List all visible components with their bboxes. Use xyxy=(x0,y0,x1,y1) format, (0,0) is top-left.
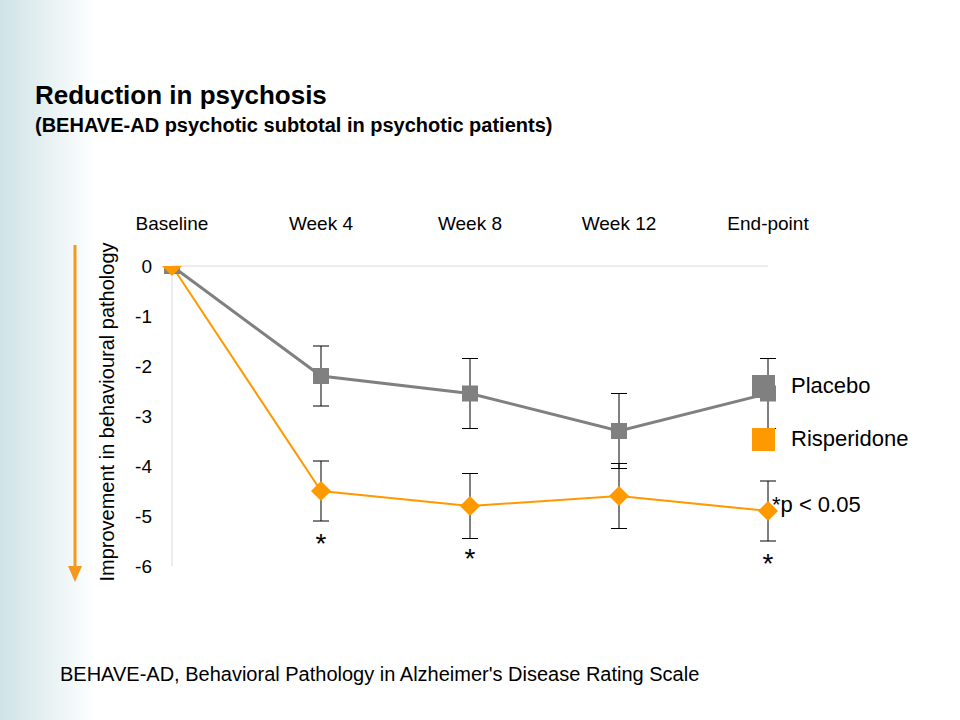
svg-text:Week 12: Week 12 xyxy=(582,213,657,234)
html-text:(BEHAVE-AD psychotic subtotal: (BEHAVE-AD psychotic subtotal in psychot… xyxy=(35,114,553,136)
svg-text:*: * xyxy=(763,548,774,579)
svg-text:-3: -3 xyxy=(135,406,152,427)
svg-text:-1: -1 xyxy=(135,306,152,327)
svg-text:0: 0 xyxy=(141,256,152,277)
svg-text:-4: -4 xyxy=(135,456,152,477)
svg-text:Baseline: Baseline xyxy=(136,213,209,234)
html-text:BEHAVE-AD, Behavioral Patholog: BEHAVE-AD, Behavioral Pathology in Alzhe… xyxy=(60,663,700,685)
html-text:Placebo: Placebo xyxy=(791,373,871,398)
svg-text:Improvement in behavioural pat: Improvement in behavioural pathology xyxy=(96,242,118,581)
svg-text:-6: -6 xyxy=(135,556,152,577)
svg-text:*: * xyxy=(465,543,476,574)
html-text:*p < 0.05: *p < 0.05 xyxy=(772,492,861,517)
svg-text:Week 8: Week 8 xyxy=(438,213,502,234)
svg-text:-5: -5 xyxy=(135,506,152,527)
html-text:Risperidone: Risperidone xyxy=(791,426,909,451)
html-text:Reduction in psychosis: Reduction in psychosis xyxy=(35,80,327,110)
svg-text:End-point: End-point xyxy=(727,213,809,234)
svg-text:Week 4: Week 4 xyxy=(289,213,354,234)
svg-text:-2: -2 xyxy=(135,356,152,377)
svg-text:*: * xyxy=(316,528,327,559)
